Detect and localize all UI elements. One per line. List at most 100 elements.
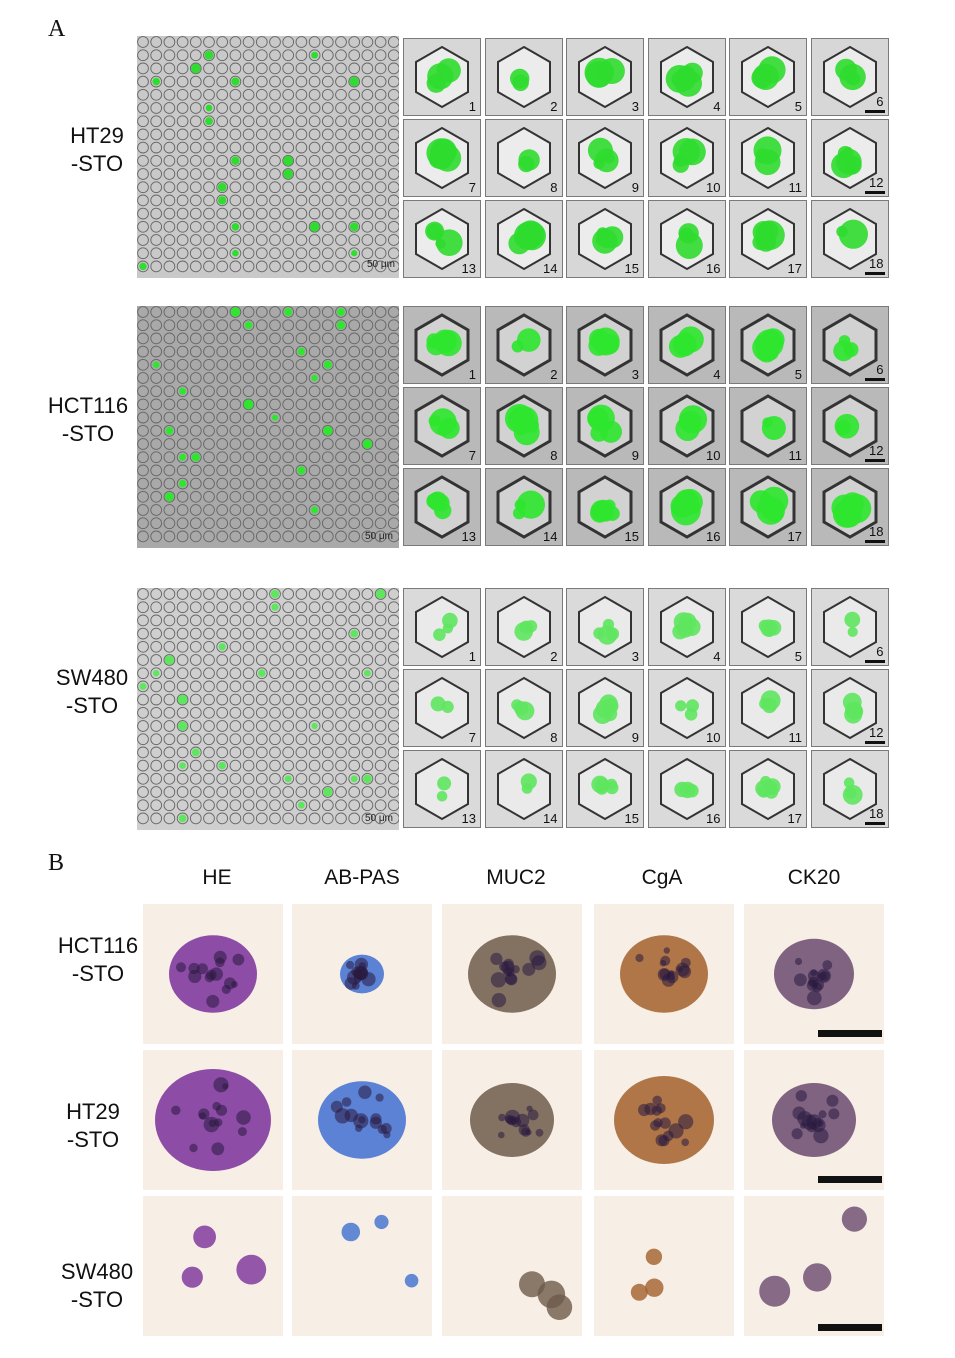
- scale-bar: [864, 191, 885, 194]
- organoid-tile: 14: [484, 468, 563, 546]
- organoid-tile: 11: [729, 669, 807, 747]
- organoid-tile: 2: [484, 38, 563, 116]
- organoid-tile: 16: [647, 468, 726, 546]
- scale-label-sw480: 50 μm: [365, 813, 393, 824]
- histology-scale-bar: [818, 1324, 882, 1331]
- tile-number: 12: [869, 175, 884, 190]
- microwell-array-ht29: [137, 36, 399, 278]
- microwell-array-sw480: [137, 588, 399, 830]
- row-label-ht29: HT29 -STO: [70, 123, 124, 176]
- organoid-tile: 17: [729, 750, 807, 828]
- histology-image: [442, 904, 582, 1044]
- tile-number: 16: [706, 529, 721, 544]
- tile-number: 13: [461, 811, 476, 826]
- tile-number: 13: [461, 529, 476, 544]
- tile-number: 1: [468, 649, 476, 664]
- tile-number: 15: [624, 811, 639, 826]
- organoid-tile: 17: [729, 200, 807, 278]
- tile-number: 7: [468, 180, 476, 195]
- tile-number: 17: [787, 261, 802, 276]
- organoid-tile: 18: [810, 468, 889, 546]
- scale-bar: [864, 378, 885, 381]
- organoid-tile: 14: [484, 200, 563, 278]
- histology-image: [143, 904, 283, 1044]
- organoid-tile: 9: [566, 119, 644, 197]
- scale-bar: [864, 540, 885, 543]
- organoid-tile: 17: [729, 468, 807, 546]
- tile-number: 12: [869, 725, 884, 740]
- histo-row-label-ht29: HT29 -STO: [66, 1099, 120, 1152]
- tile-number: 4: [713, 367, 721, 382]
- scale-label-ht29: 50 μm: [367, 259, 395, 270]
- tile-number: 2: [550, 367, 558, 382]
- scale-bar: [864, 272, 885, 275]
- organoid-tile: 4: [647, 306, 726, 384]
- tile-number: 8: [550, 448, 558, 463]
- organoid-tile: 9: [566, 387, 644, 465]
- organoid-tile: 3: [566, 306, 644, 384]
- organoid-tile: 16: [647, 750, 726, 828]
- tile-number: 6: [876, 94, 884, 109]
- organoid-tile: 1: [403, 38, 481, 116]
- tile-number: 11: [788, 448, 803, 463]
- organoid-tile: 2: [484, 588, 563, 666]
- tile-number: 14: [543, 811, 558, 826]
- histo-row-label-hct116: HCT116 -STO: [57, 933, 139, 986]
- tile-number: 5: [794, 99, 802, 114]
- histology-image: [442, 1196, 582, 1336]
- tile-number: 13: [461, 261, 476, 276]
- tile-number: 14: [543, 529, 558, 544]
- tile-number: 11: [788, 730, 803, 745]
- microwell-array-hct116: [137, 306, 399, 548]
- organoid-tile: 15: [566, 750, 644, 828]
- tile-number: 10: [706, 730, 721, 745]
- organoid-tile: 1: [403, 588, 481, 666]
- tile-number: 2: [550, 649, 558, 664]
- organoid-tile: 5: [729, 306, 807, 384]
- tile-number: 5: [794, 367, 802, 382]
- tile-number: 18: [869, 256, 884, 271]
- tile-number: 8: [550, 180, 558, 195]
- organoid-tile: 10: [647, 119, 726, 197]
- organoid-tile: 12: [810, 387, 889, 465]
- panel-a-letter: A: [48, 16, 66, 42]
- tile-number: 6: [876, 644, 884, 659]
- tile-number: 18: [869, 524, 884, 539]
- column-header-ab-pas: AB-PAS: [324, 866, 400, 889]
- histology-image: [744, 1050, 884, 1190]
- organoid-tile: 6: [810, 306, 889, 384]
- column-header-he: HE: [202, 866, 232, 889]
- organoid-tile: 2: [484, 306, 563, 384]
- scale-bar: [864, 822, 885, 825]
- organoid-tile: 12: [810, 119, 889, 197]
- tile-number: 10: [706, 448, 721, 463]
- organoid-tile: 8: [484, 387, 563, 465]
- tile-number: 9: [631, 730, 639, 745]
- organoid-tile: 6: [810, 38, 889, 116]
- histology-scale-bar: [818, 1176, 882, 1183]
- organoid-tile: 13: [403, 750, 481, 828]
- organoid-tile: 11: [729, 119, 807, 197]
- tile-number: 1: [468, 99, 476, 114]
- organoid-tile: 4: [647, 38, 726, 116]
- tile-number: 10: [706, 180, 721, 195]
- organoid-tile: 5: [729, 588, 807, 666]
- row-label-sw480: SW480 -STO: [55, 665, 129, 718]
- tile-number: 4: [713, 649, 721, 664]
- histology-image: [594, 1050, 734, 1190]
- organoid-tile: 1: [403, 306, 481, 384]
- tile-number: 2: [550, 99, 558, 114]
- column-header-cga: CgA: [641, 866, 683, 889]
- tile-number: 18: [869, 806, 884, 821]
- column-header-muc2: MUC2: [486, 866, 546, 889]
- tile-number: 7: [468, 730, 476, 745]
- tile-number: 7: [468, 448, 476, 463]
- tile-number: 17: [787, 811, 802, 826]
- tile-number: 9: [631, 180, 639, 195]
- organoid-tile: 11: [729, 387, 807, 465]
- scale-bar: [864, 459, 885, 462]
- organoid-tile: 3: [566, 588, 644, 666]
- histology-image: [442, 1050, 582, 1190]
- histology-image: [292, 904, 432, 1044]
- histology-image: [292, 1196, 432, 1336]
